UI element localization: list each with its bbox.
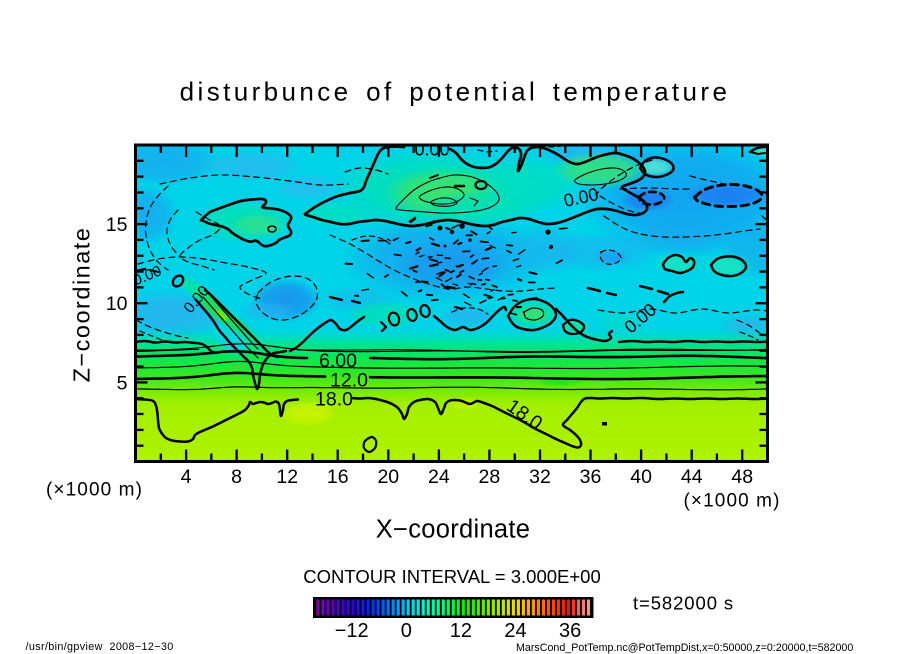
svg-text:0.00: 0.00 [414,140,449,160]
svg-text:44: 44 [681,466,703,488]
svg-text:/usr/bin/gpview 2008−12−30: /usr/bin/gpview 2008−12−30 [26,641,174,653]
svg-text:15: 15 [106,214,128,236]
svg-text:28: 28 [479,466,501,488]
svg-text:0: 0 [401,620,412,642]
svg-text:CONTOUR INTERVAL = 3.000E+00: CONTOUR INTERVAL = 3.000E+00 [303,566,601,587]
svg-text:Z−coordinate: Z−coordinate [69,227,95,383]
svg-text:10: 10 [106,293,128,315]
svg-text:X−coordinate: X−coordinate [376,516,531,544]
svg-text:12: 12 [450,620,472,642]
svg-text:4: 4 [181,466,192,488]
svg-text:16: 16 [327,466,349,488]
svg-text:20: 20 [377,466,399,488]
svg-text:5: 5 [117,372,128,394]
svg-text:40: 40 [630,466,652,488]
svg-text:6.00: 6.00 [319,350,357,372]
svg-text:−12: −12 [335,620,369,642]
svg-text:24: 24 [428,466,450,488]
svg-text:24: 24 [504,620,526,642]
svg-text:MarsCond_PotTemp.nc@PotTempDis: MarsCond_PotTemp.nc@PotTempDist,x=0:5000… [516,642,853,654]
svg-text:18.0: 18.0 [315,389,353,411]
svg-text:(×1000 m): (×1000 m) [46,480,143,501]
svg-text:12: 12 [276,466,298,488]
svg-text:(×1000 m): (×1000 m) [683,491,780,512]
svg-text:8: 8 [231,466,242,488]
svg-text:36: 36 [559,620,581,642]
svg-text:36: 36 [580,466,602,488]
svg-text:t=582000 s: t=582000 s [633,593,734,614]
svg-text:12.0: 12.0 [330,370,368,392]
svg-text:disturbunce of potential tempe: disturbunce of potential temperature [180,77,731,107]
svg-text:32: 32 [529,466,551,488]
svg-text:48: 48 [731,466,753,488]
